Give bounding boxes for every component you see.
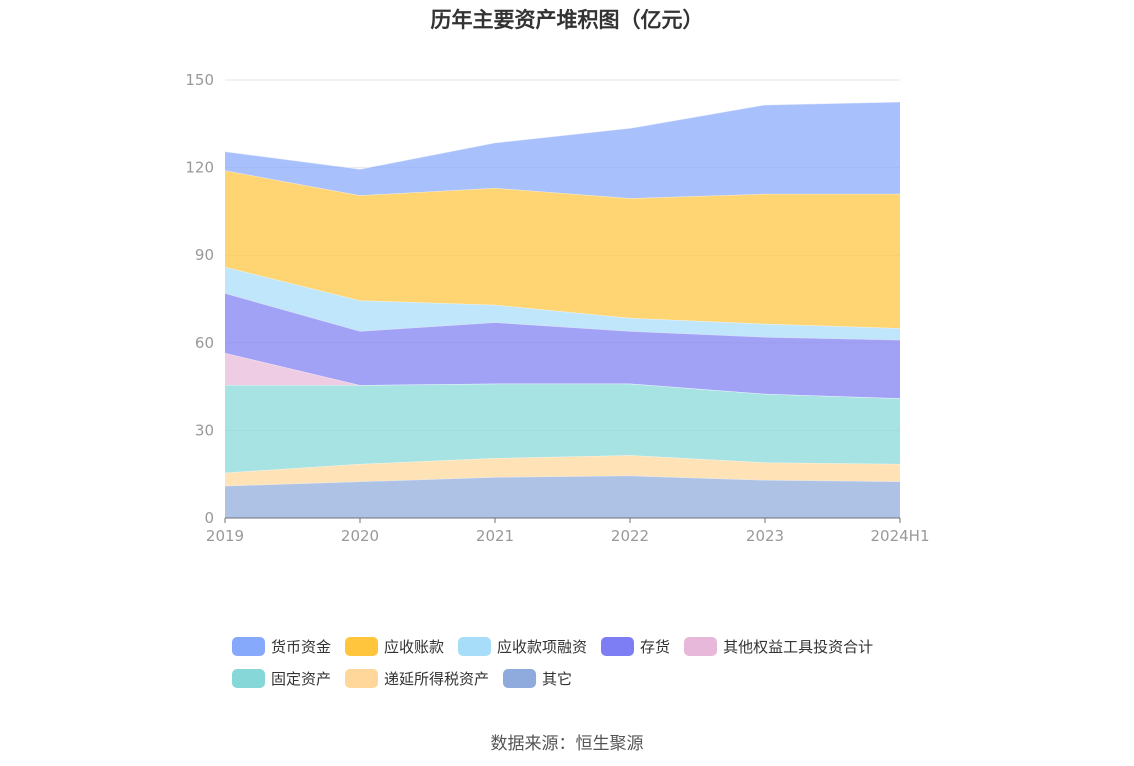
area-series — [225, 383, 900, 473]
legend-swatch — [458, 636, 492, 656]
y-tick-label: 30 — [195, 421, 214, 439]
area-series — [225, 293, 900, 399]
area-series — [225, 170, 900, 329]
area-series — [225, 101, 900, 199]
legend-row: 固定资产 递延所得税资产 其它 — [232, 662, 932, 694]
legend-label: 应收款项融资 — [497, 637, 588, 656]
legend-label: 货币资金 — [271, 637, 332, 656]
x-tick-label: 2020 — [341, 527, 379, 545]
legend-item[interactable]: 应收账款 — [345, 636, 444, 657]
legend-item[interactable]: 递延所得税资产 — [345, 668, 489, 689]
y-tick-label: 120 — [185, 159, 214, 177]
y-tick-label: 0 — [204, 509, 214, 527]
legend-swatch — [503, 668, 537, 688]
y-tick-label: 150 — [185, 71, 214, 89]
area-series — [225, 266, 900, 340]
legend-label: 固定资产 — [271, 669, 332, 688]
legend-item[interactable]: 存货 — [601, 636, 670, 657]
legend-swatch — [232, 668, 265, 688]
area-series — [225, 475, 900, 518]
legend-swatch — [684, 636, 718, 656]
legend-item[interactable]: 固定资产 — [232, 668, 331, 689]
y-tick-label: 60 — [195, 334, 214, 352]
legend-label: 其它 — [542, 669, 573, 688]
chart-plot: 0 30 60 90 120 150 2019 2020 2021 2022 2023 2024H1 — [185, 71, 930, 545]
x-tick-label: 2019 — [206, 527, 244, 545]
chart-title: 历年主要资产堆积图（亿元） — [430, 8, 704, 32]
chart-legend: 货币资金 应收账款 应收款项融资 存货 其他权益工具投资合计 固定资产 递延所得税资产 其它 — [232, 630, 932, 694]
y-tick-label: 90 — [195, 246, 214, 264]
x-tick-label: 2021 — [476, 527, 514, 545]
x-tick-label: 2022 — [611, 527, 649, 545]
legend-label: 应收账款 — [384, 637, 445, 656]
legend-label: 其他权益工具投资合计 — [723, 637, 874, 656]
legend-row: 货币资金 应收账款 应收款项融资 存货 其他权益工具投资合计 — [232, 630, 932, 662]
x-tick-label: 2023 — [746, 527, 784, 545]
x-tick-label: 2024H1 — [871, 527, 930, 545]
legend-item[interactable]: 其他权益工具投资合计 — [684, 636, 873, 657]
legend-swatch — [345, 668, 379, 688]
area-series-edge — [224, 101, 901, 170]
legend-label: 存货 — [640, 637, 671, 656]
data-source: 数据来源：恒生聚源 — [490, 734, 644, 754]
legend-swatch — [601, 636, 635, 656]
legend-swatch — [232, 636, 265, 656]
legend-label: 递延所得税资产 — [384, 669, 490, 688]
legend-item[interactable]: 应收款项融资 — [458, 636, 587, 657]
legend-swatch — [345, 636, 379, 656]
legend-item[interactable]: 其它 — [503, 668, 572, 689]
legend-item[interactable]: 货币资金 — [232, 636, 331, 657]
